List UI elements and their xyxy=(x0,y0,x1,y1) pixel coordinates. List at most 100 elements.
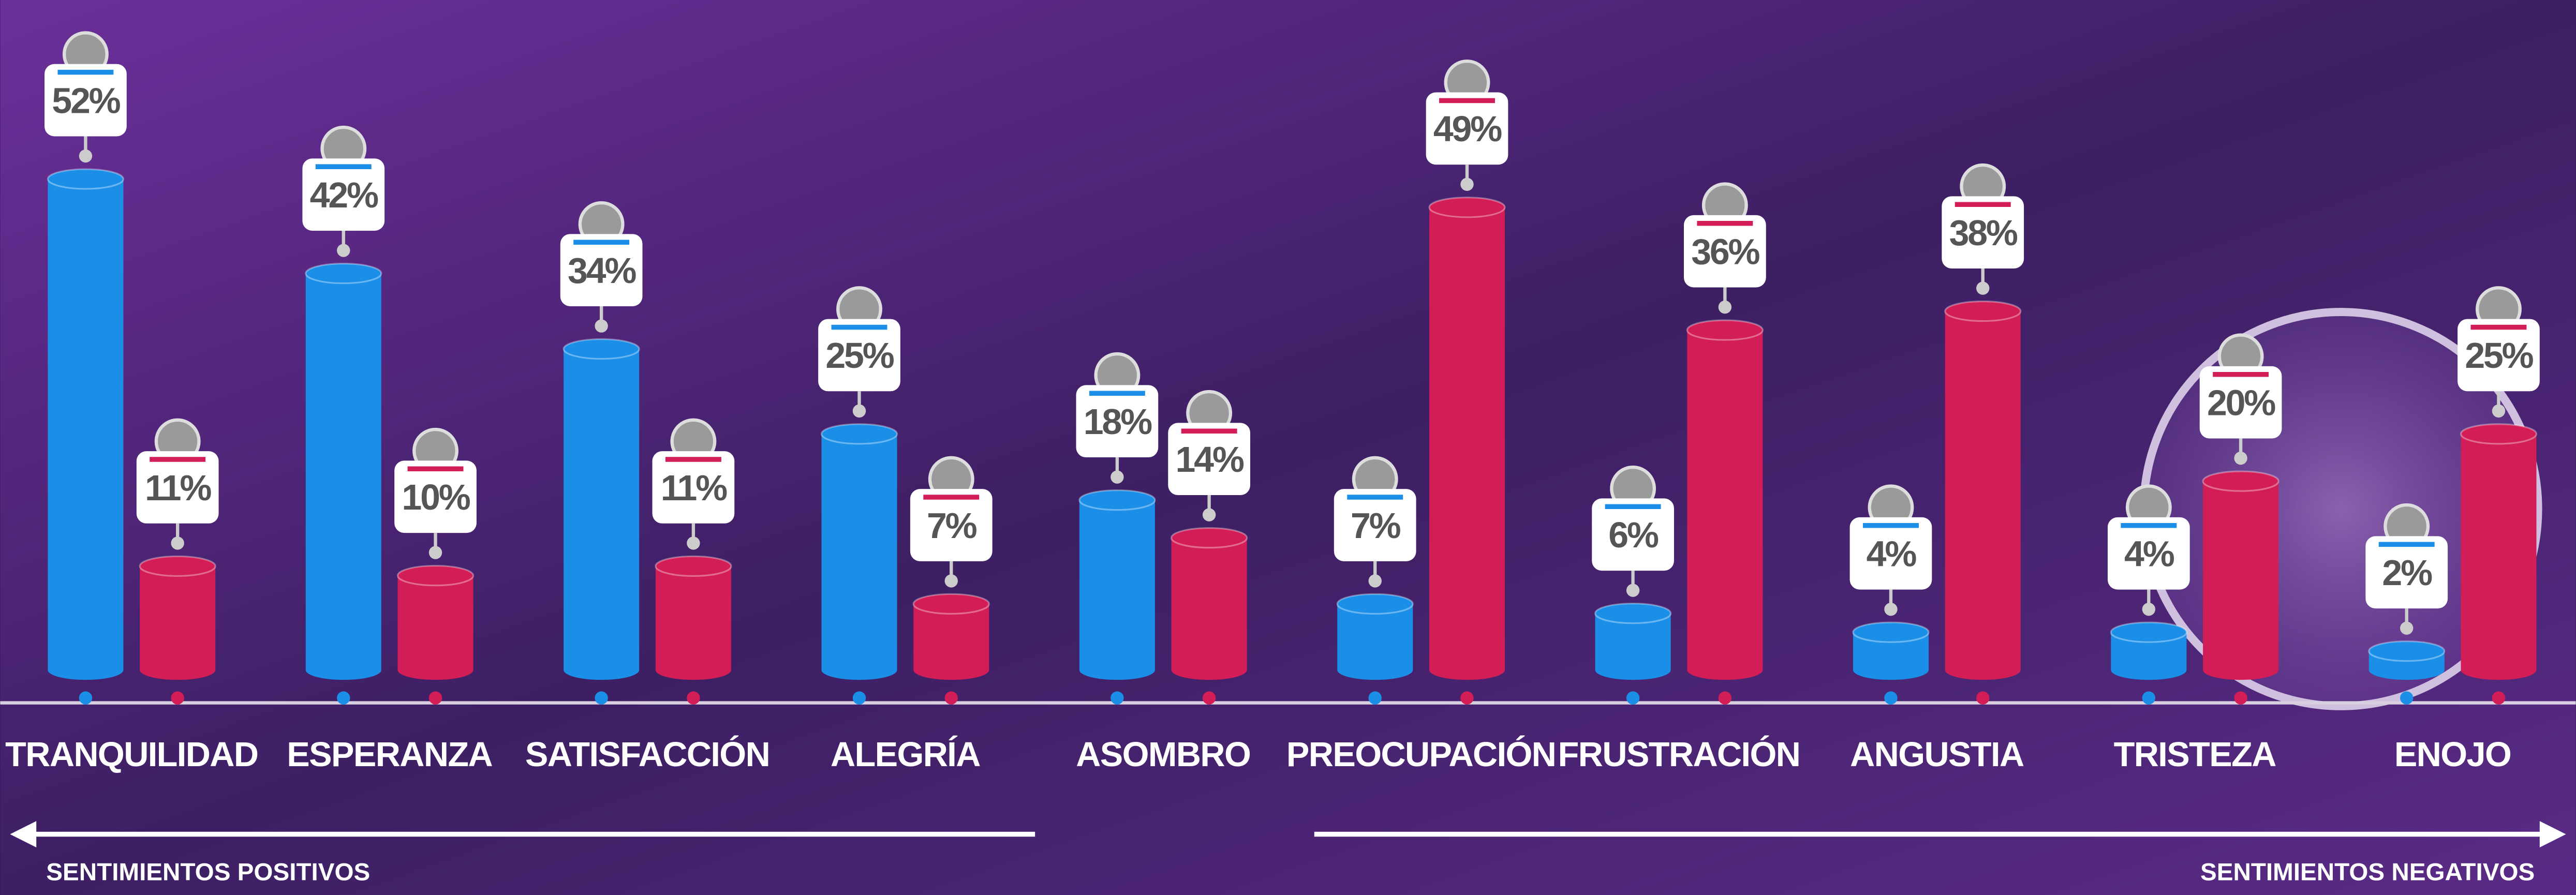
bar-cap xyxy=(2369,642,2445,661)
drop xyxy=(429,546,442,559)
bar xyxy=(48,179,123,670)
bar xyxy=(398,576,473,670)
bar xyxy=(1079,500,1155,670)
value-label: 11% xyxy=(661,468,727,508)
axis-dot xyxy=(79,691,92,704)
bar-cap xyxy=(821,424,897,444)
bar-bottom xyxy=(656,660,731,680)
value-label: 11% xyxy=(145,468,211,508)
x-tick-label: SATISFACCIÓN xyxy=(525,735,769,774)
axis-dot xyxy=(595,691,608,704)
axis-dot xyxy=(1976,691,1989,704)
bar-bottom xyxy=(140,660,215,680)
value-label: 4% xyxy=(2124,534,2174,574)
axis-dot xyxy=(1460,691,1473,704)
bar-bottom xyxy=(2111,660,2186,680)
bar-cap xyxy=(1337,594,1413,614)
bar xyxy=(1172,538,1247,670)
drop xyxy=(1203,508,1216,521)
bar-cap xyxy=(48,169,123,189)
value-label: 25% xyxy=(825,335,894,376)
bar-cap xyxy=(1687,320,1763,340)
drop xyxy=(2492,405,2505,417)
axis-dot xyxy=(2400,691,2413,704)
bar-bottom xyxy=(2203,660,2278,680)
bar xyxy=(1945,311,2021,670)
axis-dot xyxy=(1203,691,1216,704)
bar xyxy=(2461,434,2536,670)
axis-dot xyxy=(687,691,700,704)
x-tick-label: ALEGRÍA xyxy=(831,735,980,774)
bar-bottom xyxy=(1945,660,2021,680)
value-label: 7% xyxy=(1351,505,1401,546)
value-label: 14% xyxy=(1176,439,1244,480)
bar xyxy=(140,566,215,670)
bar-bottom xyxy=(1079,660,1155,680)
value-label: 4% xyxy=(1867,534,1917,574)
value-label: 20% xyxy=(2207,383,2275,423)
bar-cap xyxy=(1172,528,1247,548)
axis-dot xyxy=(1111,691,1123,704)
drop xyxy=(337,244,350,257)
bar-cap xyxy=(913,594,989,614)
bar-bottom xyxy=(398,660,473,680)
bar-cap xyxy=(1595,604,1671,623)
bar-bottom xyxy=(913,660,989,680)
axis-dot xyxy=(1626,691,1639,704)
bar-bottom xyxy=(2461,660,2536,680)
drop xyxy=(853,405,866,417)
bar-cap xyxy=(564,339,639,359)
axis-dot xyxy=(2142,691,2155,704)
bar-bottom xyxy=(1595,660,1671,680)
drop xyxy=(1884,603,1897,616)
x-tick-label: TRANQUILIDAD xyxy=(5,736,258,774)
bar-cap xyxy=(656,556,731,576)
axis-dot xyxy=(1884,691,1897,704)
axis-dot xyxy=(1369,691,1382,704)
value-label: 6% xyxy=(1608,515,1659,555)
drop xyxy=(79,150,92,162)
value-label: 34% xyxy=(568,250,636,291)
drop xyxy=(2400,621,2413,634)
drop xyxy=(1460,178,1473,191)
bar-bottom xyxy=(1337,660,1413,680)
bar xyxy=(656,566,731,670)
value-label: 42% xyxy=(310,175,378,215)
axis-dot xyxy=(429,691,442,704)
bar-cap xyxy=(2203,471,2278,491)
bar xyxy=(2203,481,2278,670)
axis-dot xyxy=(337,691,350,704)
x-tick-label: PREOCUPACIÓN xyxy=(1286,735,1556,774)
bar-bottom xyxy=(1429,660,1505,680)
bar-bottom xyxy=(48,660,123,680)
bar xyxy=(821,434,897,670)
bar-bottom xyxy=(821,660,897,680)
bar-cap xyxy=(1853,622,1929,642)
chart: SENTIMIENTOS POSITIVOS SENTIMIENTOS NEGA… xyxy=(0,0,2576,895)
drop xyxy=(687,536,700,549)
drop xyxy=(2142,603,2155,616)
axis-dot xyxy=(2234,691,2247,704)
bar-cap xyxy=(306,263,381,283)
x-tick-label: ASOMBRO xyxy=(1076,736,1250,774)
value-label: 38% xyxy=(1949,213,2018,253)
annotation: SENTIMIENTOS POSITIVOS xyxy=(46,858,370,886)
x-tick-label: ANGUSTIA xyxy=(1850,736,2024,774)
axis-dot xyxy=(171,691,184,704)
bar-bottom xyxy=(1172,660,1247,680)
drop xyxy=(1626,584,1639,596)
x-tick-label: ENOJO xyxy=(2394,736,2511,774)
x-tick-label: ESPERANZA xyxy=(287,736,492,774)
value-label: 36% xyxy=(1691,231,1759,272)
axis-dot xyxy=(1719,691,1731,704)
drop xyxy=(595,319,608,332)
bar-cap xyxy=(140,556,215,576)
value-label: 2% xyxy=(2382,553,2432,593)
bar-bottom xyxy=(306,660,381,680)
value-label: 49% xyxy=(1433,109,1502,149)
bar-bottom xyxy=(564,660,639,680)
axis-dot xyxy=(2492,691,2505,704)
bar-cap xyxy=(1079,490,1155,510)
bar-bottom xyxy=(1853,660,1929,680)
x-tick-label: FRUSTRACIÓN xyxy=(1558,735,1800,774)
